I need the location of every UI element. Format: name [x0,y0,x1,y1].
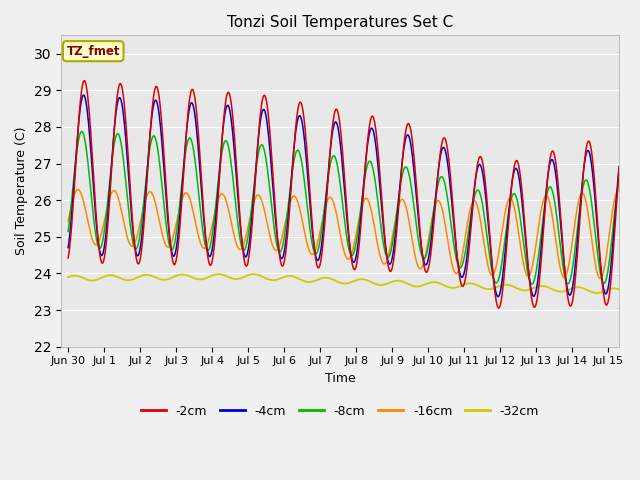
X-axis label: Time: Time [324,372,355,385]
Legend: -2cm, -4cm, -8cm, -16cm, -32cm: -2cm, -4cm, -8cm, -16cm, -32cm [136,400,544,423]
Y-axis label: Soil Temperature (C): Soil Temperature (C) [15,127,28,255]
Text: TZ_fmet: TZ_fmet [67,45,120,58]
Title: Tonzi Soil Temperatures Set C: Tonzi Soil Temperatures Set C [227,15,453,30]
